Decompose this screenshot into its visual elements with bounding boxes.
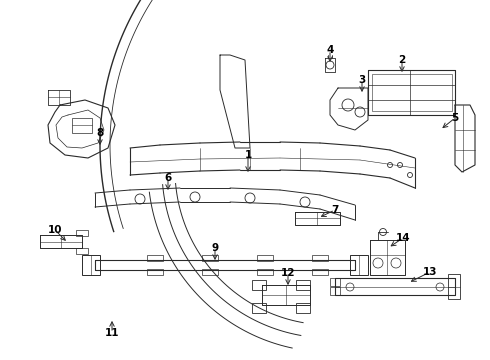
Bar <box>350 255 368 275</box>
Circle shape <box>355 107 365 117</box>
Text: 2: 2 <box>398 55 406 65</box>
Circle shape <box>379 229 387 235</box>
Bar <box>202 269 218 275</box>
Bar <box>72 118 92 133</box>
Bar <box>252 280 266 290</box>
Text: 6: 6 <box>164 173 171 183</box>
Circle shape <box>391 258 401 268</box>
Bar <box>312 269 328 275</box>
Text: 5: 5 <box>451 113 459 123</box>
Circle shape <box>190 192 200 202</box>
Bar <box>76 248 88 254</box>
Bar <box>147 255 163 261</box>
Text: 14: 14 <box>396 233 410 243</box>
Text: 1: 1 <box>245 150 252 160</box>
Text: 3: 3 <box>358 75 366 85</box>
Bar <box>252 303 266 313</box>
Circle shape <box>373 258 383 268</box>
Circle shape <box>397 162 402 167</box>
Text: 4: 4 <box>326 45 334 55</box>
Text: 8: 8 <box>97 128 103 138</box>
Circle shape <box>388 162 392 167</box>
Bar <box>448 274 460 299</box>
Text: 12: 12 <box>281 268 295 278</box>
Bar <box>330 287 340 295</box>
Text: 7: 7 <box>331 205 339 215</box>
Circle shape <box>300 197 310 207</box>
Circle shape <box>326 61 334 69</box>
Bar <box>296 303 310 313</box>
Bar <box>372 74 452 111</box>
Bar <box>257 255 273 261</box>
Circle shape <box>342 99 354 111</box>
Circle shape <box>135 194 145 204</box>
Text: 13: 13 <box>423 267 437 277</box>
Bar <box>330 278 340 286</box>
Text: 9: 9 <box>212 243 219 253</box>
Bar <box>147 269 163 275</box>
Circle shape <box>436 283 444 291</box>
Bar <box>202 255 218 261</box>
Text: 11: 11 <box>105 328 119 338</box>
Circle shape <box>346 283 354 291</box>
Circle shape <box>245 193 255 203</box>
Bar <box>296 280 310 290</box>
Bar <box>257 269 273 275</box>
Bar <box>76 230 88 236</box>
Text: 10: 10 <box>48 225 62 235</box>
Circle shape <box>408 172 413 177</box>
Bar <box>312 255 328 261</box>
Bar <box>82 255 100 275</box>
